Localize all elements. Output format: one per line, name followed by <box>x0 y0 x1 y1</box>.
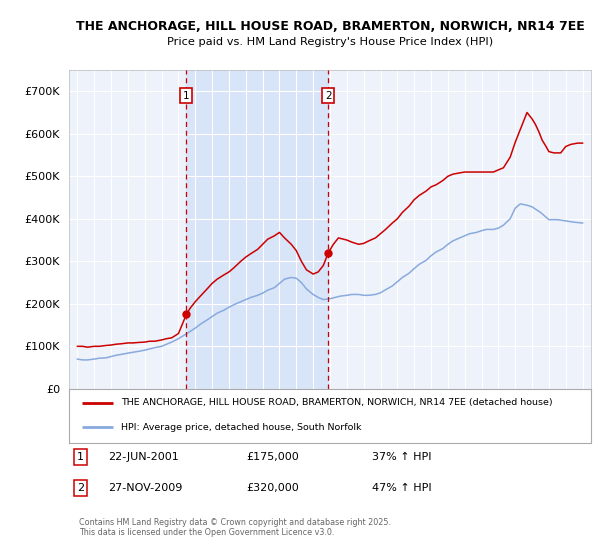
Text: 1: 1 <box>183 91 190 100</box>
Text: HPI: Average price, detached house, South Norfolk: HPI: Average price, detached house, Sout… <box>121 423 362 432</box>
Text: 47% ↑ HPI: 47% ↑ HPI <box>372 483 431 493</box>
Text: 27-NOV-2009: 27-NOV-2009 <box>108 483 182 493</box>
Text: 2: 2 <box>77 483 84 493</box>
Text: THE ANCHORAGE, HILL HOUSE ROAD, BRAMERTON, NORWICH, NR14 7EE (detached house): THE ANCHORAGE, HILL HOUSE ROAD, BRAMERTO… <box>121 398 553 407</box>
Text: £320,000: £320,000 <box>247 483 299 493</box>
Text: 22-JUN-2001: 22-JUN-2001 <box>108 452 179 463</box>
Text: Price paid vs. HM Land Registry's House Price Index (HPI): Price paid vs. HM Land Registry's House … <box>167 37 493 47</box>
Text: £175,000: £175,000 <box>247 452 299 463</box>
Text: 37% ↑ HPI: 37% ↑ HPI <box>372 452 431 463</box>
Text: THE ANCHORAGE, HILL HOUSE ROAD, BRAMERTON, NORWICH, NR14 7EE: THE ANCHORAGE, HILL HOUSE ROAD, BRAMERTO… <box>76 20 584 34</box>
Text: 2: 2 <box>325 91 332 100</box>
Text: 1: 1 <box>77 452 84 463</box>
Bar <box>187 70 328 389</box>
Text: Contains HM Land Registry data © Crown copyright and database right 2025.
This d: Contains HM Land Registry data © Crown c… <box>79 518 391 538</box>
